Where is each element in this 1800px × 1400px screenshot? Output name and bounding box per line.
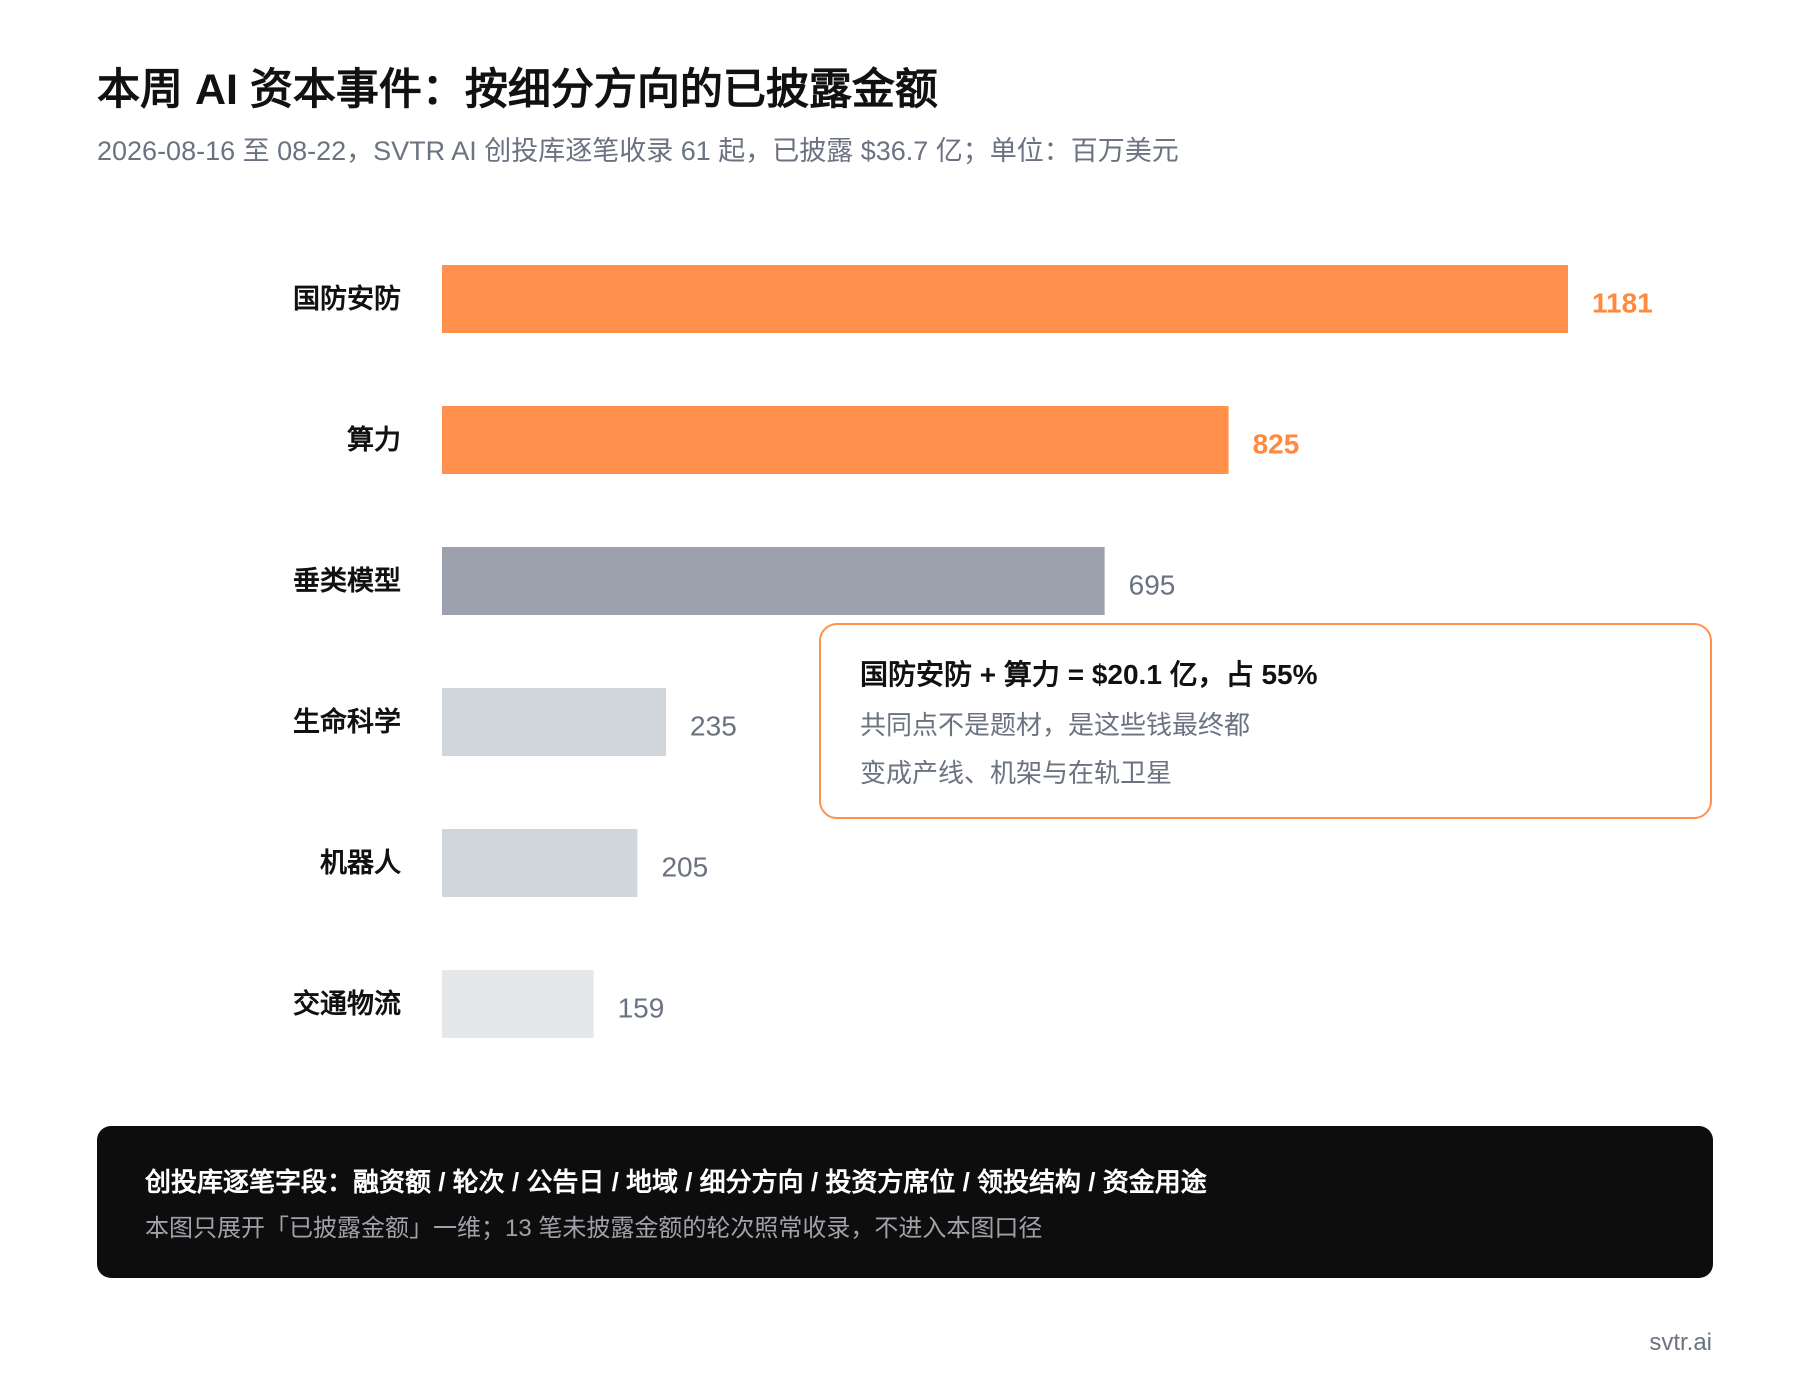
value-label: 159 (618, 993, 665, 1024)
bar (442, 265, 1568, 333)
category-label: 交通物流 (293, 988, 401, 1019)
callout-line-2: 变成产线、机架与在轨卫星 (860, 758, 1173, 788)
category-label: 算力 (347, 424, 401, 455)
bar (442, 688, 667, 756)
category-label: 机器人 (320, 848, 401, 878)
value-label: 695 (1129, 570, 1176, 601)
category-label: 国防安防 (293, 284, 401, 314)
bar (442, 406, 1229, 474)
value-label: 825 (1253, 429, 1300, 460)
footer-panel: 创投库逐笔字段：融资额 / 轮次 / 公告日 / 地域 / 细分方向 / 投资方… (97, 1126, 1713, 1278)
brand-label: svtr.ai (1649, 1329, 1712, 1356)
insight-callout: 国防安防 + 算力 = $20.1 亿，占 55% 共同点不是题材，是这些钱最终… (819, 623, 1712, 819)
footer-heading: 创投库逐笔字段：融资额 / 轮次 / 公告日 / 地域 / 细分方向 / 投资方… (145, 1167, 1207, 1197)
footer-note: 本图只展开「已披露金额」一维；13 笔未披露金额的轮次照常收录，不进入本图口径 (145, 1215, 1043, 1242)
callout-line-1: 共同点不是题材，是这些钱最终都 (860, 710, 1251, 740)
value-label: 205 (661, 852, 708, 883)
chart-title: 本周 AI 资本事件：按细分方向的已披露金额 (97, 66, 938, 114)
category-label: 生命科学 (293, 706, 401, 737)
value-label: 235 (690, 711, 737, 742)
bar-chart: 国防安防 1181 算力 825 垂类模型 695 生命科学 235 机器人 205 交通物流 159 (293, 265, 1653, 1038)
bar (442, 547, 1105, 615)
callout-heading: 国防安防 + 算力 = $20.1 亿，占 55% (860, 659, 1318, 690)
bar (442, 970, 594, 1038)
chart-subtitle: 2026-08-16 至 08-22，SVTR AI 创投库逐笔收录 61 起，… (97, 136, 1179, 166)
category-label: 垂类模型 (293, 566, 401, 596)
bar (442, 829, 638, 897)
value-label: 1181 (1592, 288, 1653, 319)
